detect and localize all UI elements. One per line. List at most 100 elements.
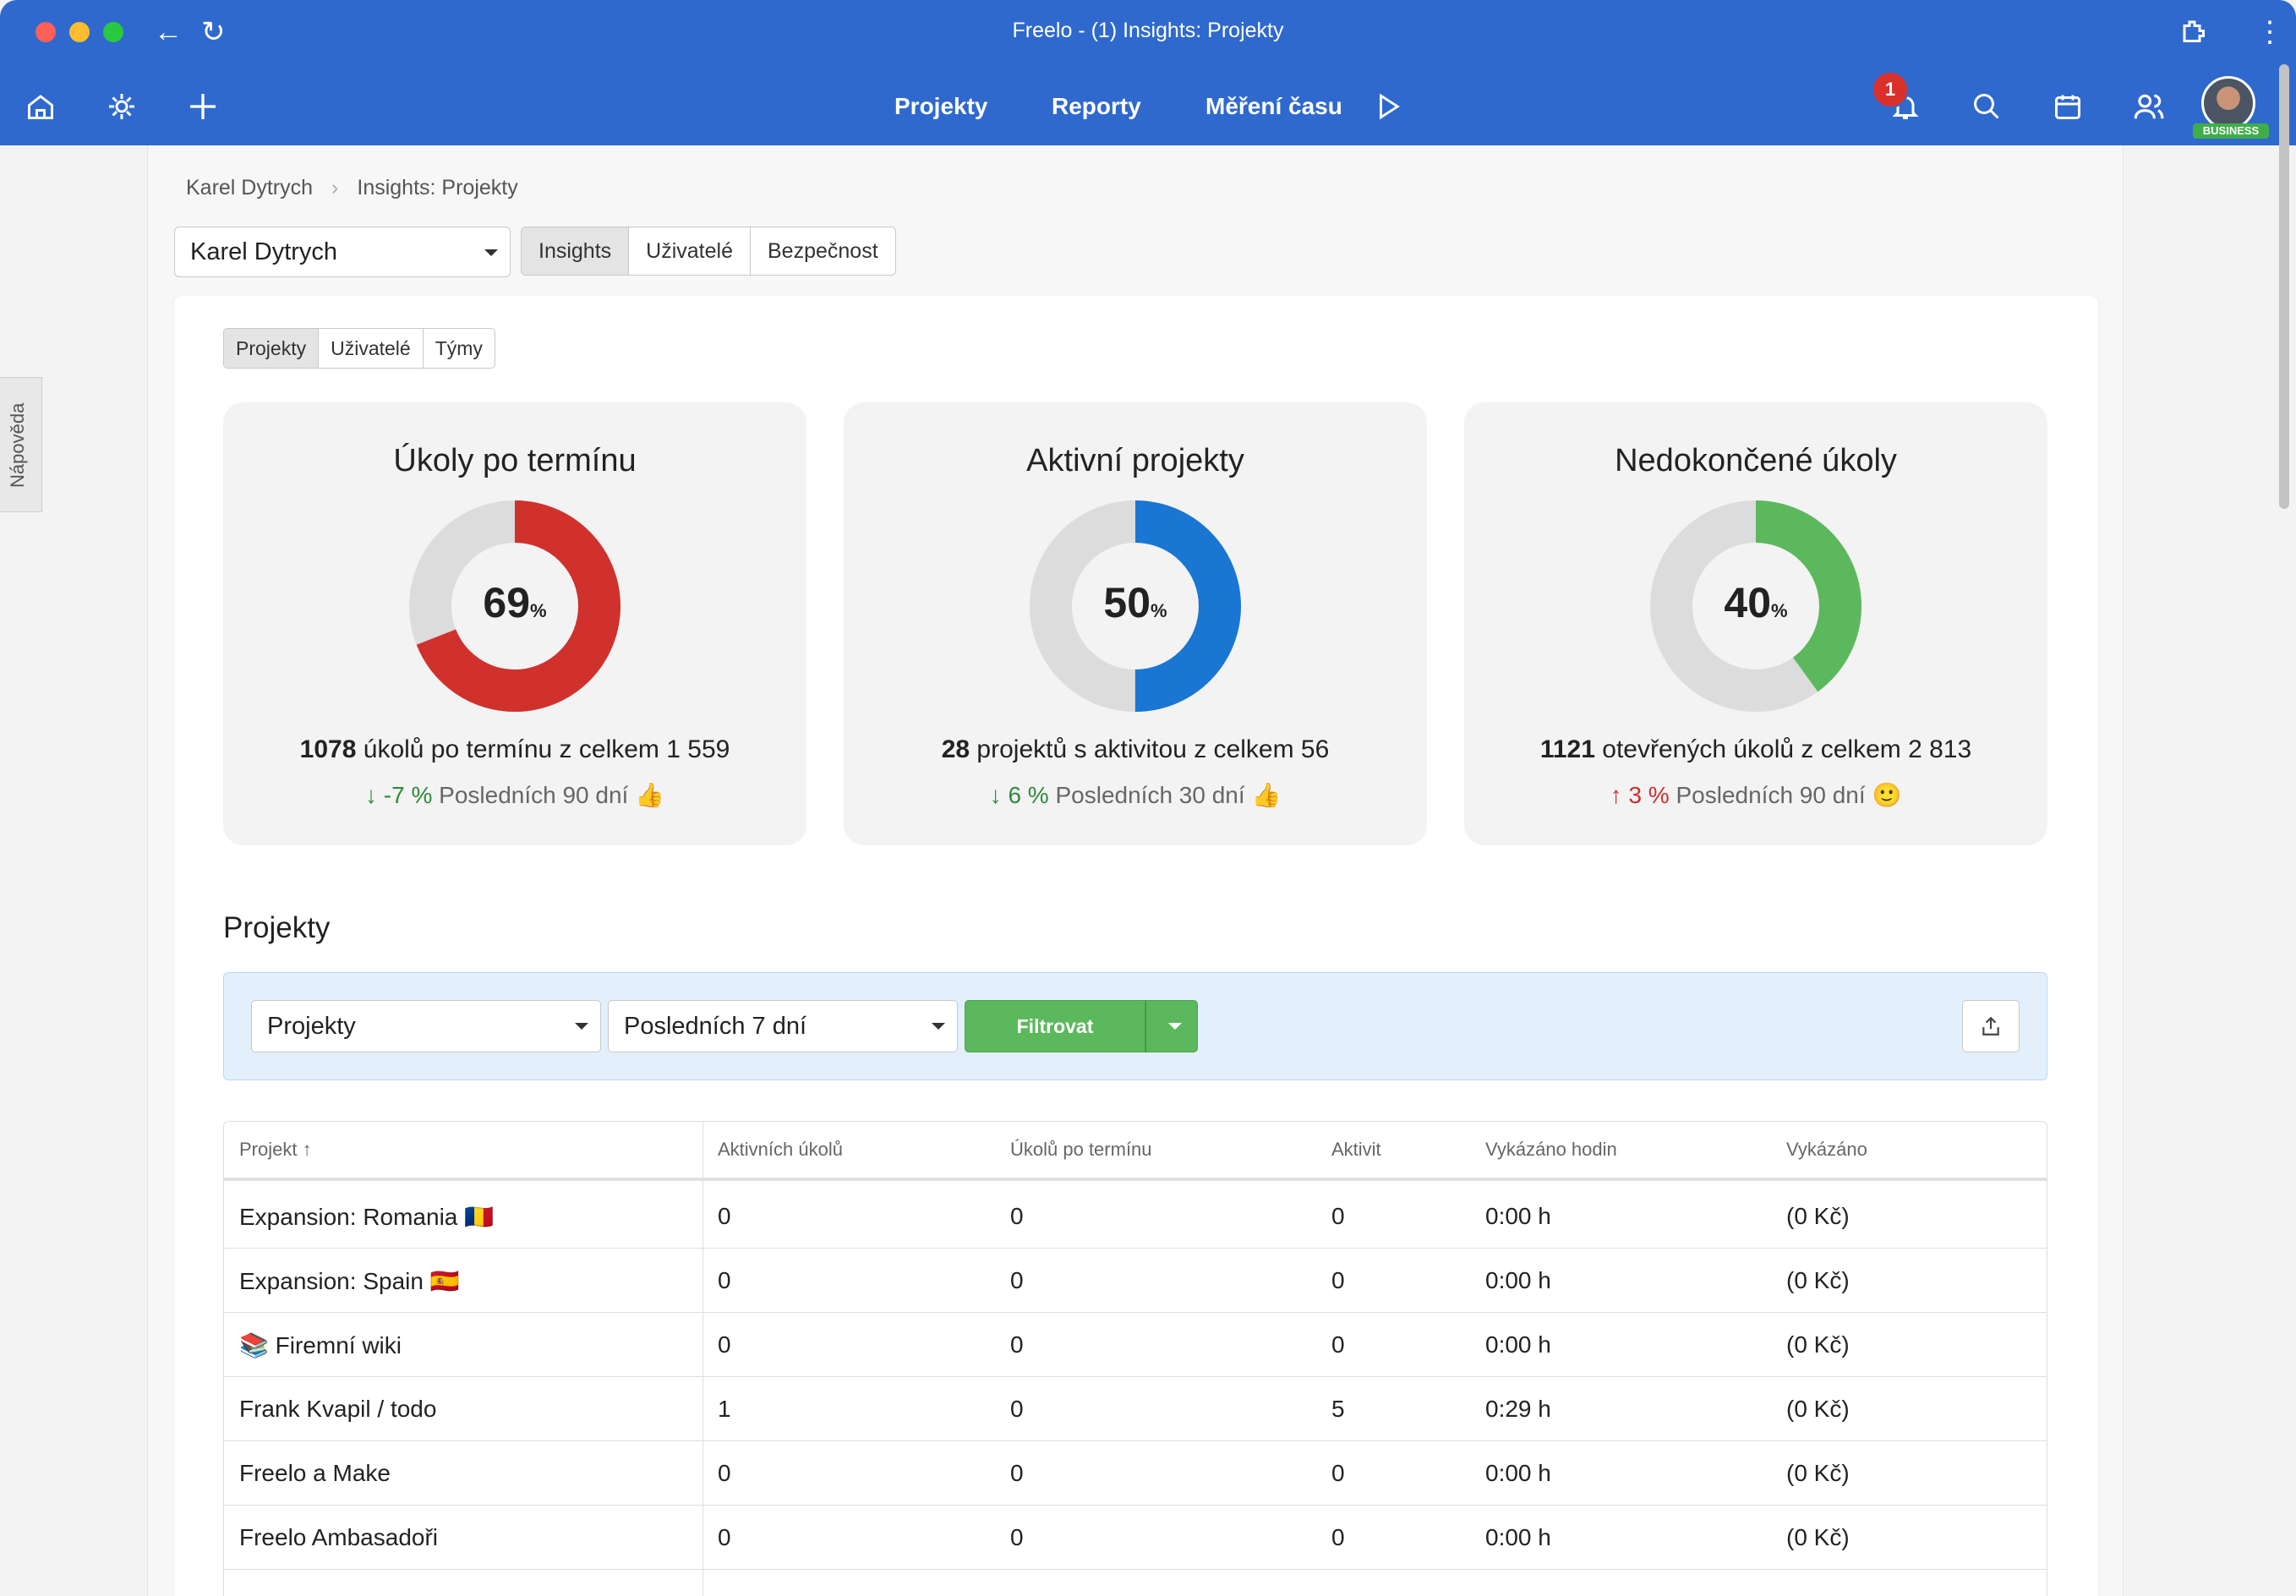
table-row[interactable]: 📚 Firemní wiki 0 0 0 0:00 h (0 Kč) — [224, 1313, 2047, 1377]
nav-mereni-casu[interactable]: Měření času — [1205, 93, 1342, 119]
donut-percent: 69% — [483, 579, 547, 626]
sub-tabs: Projekty Uživatelé Týmy — [223, 328, 495, 369]
cell-amount: (0 Kč) — [1786, 1331, 1850, 1358]
main-tabs: Insights Uživatelé Bezpečnost — [521, 227, 896, 276]
cell-overdue-tasks: 0 — [1010, 1396, 1024, 1422]
cell-project[interactable]: Freelo Ambasadoři — [239, 1524, 439, 1550]
filter-options-button[interactable] — [1145, 1000, 1198, 1052]
table-row[interactable]: Expansion: Spain 🇪🇸 0 0 0 0:00 h (0 Kč) — [224, 1249, 2047, 1313]
table-row[interactable]: Expansion: Romania 🇷🇴 0 0 0 0:00 h (0 Kč… — [224, 1184, 2047, 1249]
donut-percent: 50% — [1103, 579, 1167, 626]
table-row[interactable]: Frank Kvapil / todo 1 0 5 0:29 h (0 Kč) — [224, 1377, 2047, 1441]
extensions-icon[interactable] — [2179, 17, 2210, 53]
cell-overdue-tasks: 0 — [1010, 1524, 1024, 1550]
reload-icon[interactable]: ↻ — [201, 16, 226, 48]
tab-bezpecnost[interactable]: Bezpečnost — [768, 239, 878, 263]
cell-amount: (0 Kč) — [1786, 1203, 1850, 1229]
projects-table: Projekt ↑ Aktivních úkolů Úkolů po termí… — [223, 1121, 2047, 1596]
cell-hours: 0:29 h — [1485, 1396, 1551, 1422]
minimize-window-button[interactable] — [69, 22, 90, 42]
cell-activities: 0 — [1331, 1203, 1345, 1229]
help-tab[interactable]: Nápověda — [0, 377, 42, 512]
nav-projekty[interactable]: Projekty — [894, 93, 988, 119]
table-row-partial[interactable] — [224, 1570, 2047, 1596]
more-menu-icon[interactable]: ⋮ — [2255, 16, 2284, 48]
trend-arrow-icon: ↓ — [989, 782, 1002, 808]
tab-uzivatele[interactable]: Uživatelé — [629, 227, 751, 275]
close-window-button[interactable] — [36, 22, 56, 42]
nav-reporty[interactable]: Reporty — [1052, 93, 1141, 119]
add-plus-icon[interactable] — [184, 88, 221, 125]
donut-chart — [409, 500, 620, 712]
cell-amount: (0 Kč) — [1786, 1267, 1850, 1293]
users-icon[interactable] — [2130, 88, 2168, 125]
cell-overdue-tasks: 0 — [1010, 1203, 1024, 1229]
cell-hours: 0:00 h — [1485, 1267, 1551, 1293]
account-select[interactable]: Karel Dytrych — [174, 227, 511, 277]
cell-project[interactable]: Frank Kvapil / todo — [239, 1396, 437, 1422]
th-projekt[interactable]: Projekt ↑ — [239, 1139, 312, 1160]
cell-amount: (0 Kč) — [1786, 1524, 1850, 1550]
window-title: Freelo - (1) Insights: Projekty — [1012, 19, 1284, 42]
app-header: ← ↻ Freelo - (1) Insights: Projekty ⋮ Pr… — [0, 0, 2296, 145]
main-nav: Projekty Reporty Měření času — [0, 73, 2296, 137]
cell-project[interactable]: Expansion: Spain 🇪🇸 — [239, 1268, 460, 1294]
donut-value-arc — [1650, 500, 1861, 712]
caret-down-icon — [1168, 1023, 1182, 1030]
breadcrumb: Karel Dytrych › Insights: Projekty — [186, 176, 518, 200]
filter-period-select[interactable]: Posledních 7 dní — [608, 1000, 958, 1052]
search-icon[interactable] — [1968, 88, 2005, 125]
title-bar: ← ↻ Freelo - (1) Insights: Projekty ⋮ — [0, 0, 2296, 64]
table-row[interactable]: Freelo a Make 0 0 0 0:00 h (0 Kč) — [224, 1441, 2047, 1506]
subtab-tymy[interactable]: Týmy — [435, 337, 483, 359]
maximize-window-button[interactable] — [103, 22, 123, 42]
play-timer-icon[interactable] — [1369, 88, 1407, 125]
cell-active-tasks: 0 — [718, 1524, 731, 1550]
account-select-value: Karel Dytrych — [190, 238, 338, 265]
th-vykazano[interactable]: Vykázáno — [1786, 1139, 1867, 1160]
scrollbar-thumb[interactable] — [2279, 64, 2289, 509]
smile-emoji-icon: 🙂 — [1872, 782, 1902, 808]
filter-bar: Projekty Posledních 7 dní Filtrovat — [223, 972, 2047, 1080]
th-aktivit[interactable]: Aktivit — [1331, 1139, 1381, 1160]
notification-badge[interactable]: 1 — [1872, 71, 1909, 108]
subtab-uzivatele[interactable]: Uživatelé — [319, 329, 424, 368]
table-row[interactable]: Freelo Ambasadoři 0 0 0 0:00 h (0 Kč) — [224, 1506, 2047, 1570]
filter-type-select[interactable]: Projekty — [251, 1000, 601, 1052]
th-ukolu-po-terminu[interactable]: Úkolů po termínu — [1010, 1139, 1152, 1160]
cell-active-tasks: 0 — [718, 1203, 731, 1229]
cell-activities: 0 — [1331, 1524, 1345, 1550]
th-vykazano-hodin[interactable]: Vykázáno hodin — [1485, 1139, 1617, 1160]
filter-button[interactable]: Filtrovat — [965, 1000, 1145, 1052]
table-header: Projekt ↑ Aktivních úkolů Úkolů po termí… — [224, 1122, 2047, 1181]
stat-title: Nedokončené úkoly — [1615, 443, 1897, 478]
th-aktivnich-ukolu[interactable]: Aktivních úkolů — [718, 1139, 843, 1160]
stat-trend: ↓ 6 % Posledních 30 dní 👍 — [989, 782, 1282, 808]
home-icon[interactable] — [22, 88, 59, 125]
back-arrow-icon[interactable]: ← — [154, 16, 183, 48]
export-button[interactable] — [1962, 1000, 2020, 1052]
stat-summary: 28 projektů s aktivitou z celkem 56 — [941, 735, 1330, 763]
cell-project[interactable]: Freelo a Make — [239, 1460, 391, 1486]
tab-insights[interactable]: Insights — [522, 227, 630, 275]
cell-project[interactable]: Expansion: Romania 🇷🇴 — [239, 1204, 495, 1230]
avatar[interactable] — [2201, 76, 2255, 130]
settings-gear-icon[interactable] — [103, 88, 140, 125]
stat-summary: 1078 úkolů po termínu z celkem 1 559 — [299, 735, 730, 763]
cell-project[interactable]: 📚 Firemní wiki — [239, 1332, 402, 1358]
subtab-projekty[interactable]: Projekty — [224, 329, 320, 368]
breadcrumb-owner[interactable]: Karel Dytrych — [186, 176, 314, 200]
thumbs-up-icon: 👍 — [1251, 782, 1282, 808]
stat-card-overdue: Úkoly po termínu 69% 1078 úkolů po termí… — [223, 402, 806, 845]
cell-hours: 0:00 h — [1485, 1524, 1551, 1550]
calendar-icon[interactable] — [2049, 88, 2086, 125]
breadcrumb-current: Insights: Projekty — [357, 176, 518, 200]
donut-chart — [1650, 500, 1861, 712]
stat-title: Aktivní projekty — [1026, 443, 1244, 478]
filter-type-value: Projekty — [267, 1013, 356, 1040]
donut-chart — [1030, 500, 1241, 712]
chevron-right-icon: › — [331, 176, 339, 200]
cell-hours: 0:00 h — [1485, 1203, 1551, 1229]
donut-value-arc — [409, 500, 620, 712]
stat-summary: 1121 otevřených úkolů z celkem 2 813 — [1539, 735, 1972, 763]
